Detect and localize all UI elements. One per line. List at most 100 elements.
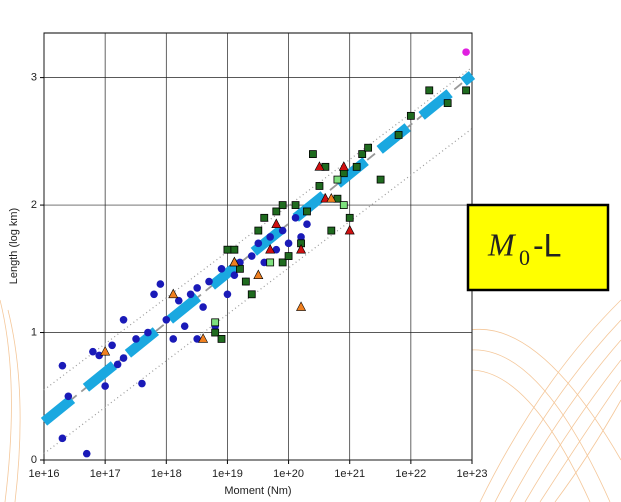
point (339, 169, 348, 178)
point (260, 258, 269, 267)
point (211, 318, 220, 327)
point (58, 361, 67, 370)
annotation-frame (466, 203, 610, 292)
point (443, 99, 452, 108)
point (150, 290, 158, 299)
point (284, 239, 293, 248)
x-tick-label: 1e+18 (151, 468, 182, 480)
point (278, 201, 287, 209)
point (58, 434, 67, 443)
point (303, 220, 311, 228)
point (291, 214, 300, 222)
annotation-base: M (487, 226, 517, 262)
x-tick-label: 1e+20 (273, 468, 304, 480)
point (326, 193, 337, 203)
point (315, 182, 324, 190)
point (344, 224, 355, 235)
y-axis-label: Length (log km) (8, 208, 20, 284)
x-tick-label: 1e+19 (212, 468, 243, 480)
point (309, 150, 317, 158)
y-tick-label: 1 (31, 326, 37, 338)
point (144, 328, 152, 337)
point (339, 201, 348, 209)
point (138, 379, 146, 388)
point (291, 201, 300, 209)
point (89, 347, 97, 356)
point (169, 335, 178, 343)
point (168, 288, 179, 299)
point (462, 86, 470, 95)
point (180, 322, 189, 330)
x-tick-label: 1e+16 (29, 468, 60, 480)
point (236, 264, 244, 273)
point (119, 354, 128, 362)
point (260, 213, 269, 222)
point (297, 233, 305, 241)
point (406, 111, 415, 120)
annotation-box: M 0 -L (466, 203, 610, 292)
fit-line (43, 128, 473, 455)
point (296, 301, 307, 311)
annotation-sub: 0 (519, 245, 530, 270)
x-tick-label: 1e+23 (457, 468, 488, 480)
point (462, 48, 470, 56)
point (205, 277, 213, 286)
point (162, 315, 171, 324)
point (198, 333, 209, 343)
point (82, 449, 91, 458)
annotation-rest: -L (533, 227, 561, 263)
point (338, 161, 349, 171)
x-tick-label: 1e+21 (334, 468, 365, 480)
point (193, 335, 201, 343)
point (211, 328, 220, 337)
point (217, 265, 226, 273)
point (174, 296, 183, 305)
point (265, 244, 276, 254)
point (272, 245, 281, 254)
x-tick-label: 1e+17 (90, 468, 121, 480)
point (108, 341, 116, 350)
point (223, 245, 232, 254)
point (303, 207, 311, 216)
y-tick-label: 0 (31, 454, 37, 466)
point (333, 175, 342, 184)
point (364, 143, 373, 152)
point (95, 351, 104, 360)
point (64, 392, 73, 401)
point (254, 239, 263, 248)
point (247, 290, 256, 299)
point (217, 335, 226, 343)
point (284, 252, 293, 260)
point (186, 290, 195, 299)
y-tick-label: 2 (31, 199, 37, 211)
point (278, 258, 287, 267)
point (394, 131, 403, 139)
background-curves (0, 299, 621, 502)
point (199, 303, 207, 311)
point (352, 162, 361, 171)
point (266, 258, 275, 267)
point (100, 346, 111, 356)
point (358, 150, 367, 158)
point (314, 161, 325, 171)
point (345, 213, 354, 222)
point (266, 233, 274, 241)
point (230, 245, 239, 254)
point (113, 360, 122, 369)
point (271, 218, 282, 228)
point (229, 256, 240, 267)
point (230, 271, 239, 279)
x-tick-label: 1e+22 (395, 468, 426, 480)
point (296, 244, 307, 254)
x-axis-label: Moment (Nm) (224, 485, 291, 497)
point (278, 226, 287, 235)
point (193, 284, 201, 292)
point (156, 280, 165, 288)
point (254, 226, 263, 235)
point (132, 335, 140, 343)
point (253, 269, 264, 279)
point (247, 252, 256, 260)
point (327, 226, 336, 235)
point (101, 382, 109, 390)
